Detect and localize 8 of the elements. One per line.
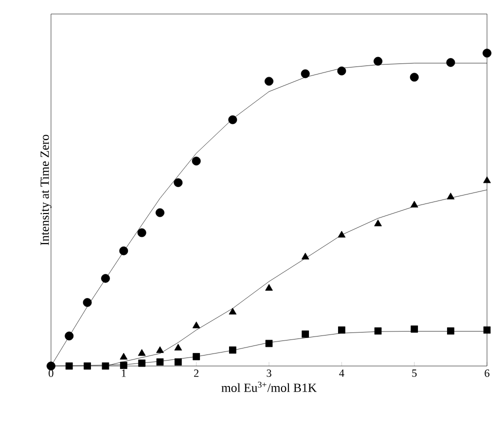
x-axis-title: mol Eu$^{3+}$/mol B1K [221,382,317,392]
y-axis-title: Intensity at Time Zero [40,134,52,246]
x-tick-label: 1 [122,370,126,377]
x-tick-label: 4 [339,370,344,377]
x-tick-label: 5 [412,370,417,377]
x-tick-label: 3 [266,370,272,377]
x-tick-label: 2 [194,370,198,377]
x-tick-label: 6 [484,370,490,377]
